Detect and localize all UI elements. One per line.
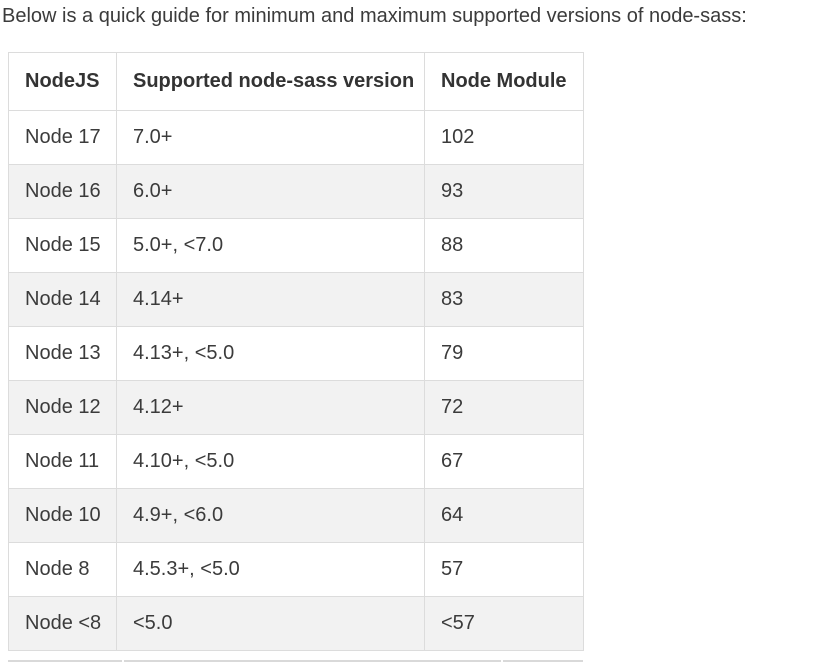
cell-nodejs: Node 13 <box>8 326 117 381</box>
table-row: Node 17 7.0+ 102 <box>8 110 584 165</box>
table-row: Node 13 4.13+, <5.0 79 <box>8 326 584 381</box>
cell-supported-version: 4.12+ <box>116 380 425 435</box>
next-table-top-border-fragment <box>8 660 583 662</box>
cell-nodejs: Node 12 <box>8 380 117 435</box>
cell-supported-version: 7.0+ <box>116 110 425 165</box>
node-sass-compat-table: NodeJS Supported node-sass version Node … <box>8 52 584 651</box>
cell-nodejs: Node 15 <box>8 218 117 273</box>
cell-node-module: 67 <box>424 434 584 489</box>
column-header-node-module: Node Module <box>424 52 584 111</box>
cell-node-module: 64 <box>424 488 584 543</box>
cell-nodejs: Node 14 <box>8 272 117 327</box>
cell-supported-version: 4.5.3+, <5.0 <box>116 542 425 597</box>
cell-nodejs: Node 11 <box>8 434 117 489</box>
table-header-row: NodeJS Supported node-sass version Node … <box>8 52 584 111</box>
cell-supported-version: 4.9+, <6.0 <box>116 488 425 543</box>
table-row: Node 14 4.14+ 83 <box>8 272 584 327</box>
cell-nodejs: Node <8 <box>8 596 117 651</box>
table-row: Node 16 6.0+ 93 <box>8 164 584 219</box>
table-row: Node <8 <5.0 <57 <box>8 596 584 651</box>
next-table-border-segment <box>124 660 501 662</box>
cell-supported-version: 4.13+, <5.0 <box>116 326 425 381</box>
cell-node-module: 93 <box>424 164 584 219</box>
cell-nodejs: Node 8 <box>8 542 117 597</box>
cell-nodejs: Node 16 <box>8 164 117 219</box>
column-header-nodejs: NodeJS <box>8 52 117 111</box>
cell-nodejs: Node 10 <box>8 488 117 543</box>
next-table-border-gap <box>122 660 124 662</box>
cell-node-module: 83 <box>424 272 584 327</box>
next-table-border-segment <box>8 660 122 662</box>
intro-paragraph: Below is a quick guide for minimum and m… <box>2 5 747 27</box>
cell-node-module: 57 <box>424 542 584 597</box>
cell-node-module: 72 <box>424 380 584 435</box>
cell-node-module: 79 <box>424 326 584 381</box>
column-header-supported-version: Supported node-sass version <box>116 52 425 111</box>
table-row: Node 10 4.9+, <6.0 64 <box>8 488 584 543</box>
cell-node-module: <57 <box>424 596 584 651</box>
cell-supported-version: <5.0 <box>116 596 425 651</box>
cell-supported-version: 5.0+, <7.0 <box>116 218 425 273</box>
table-row: Node 12 4.12+ 72 <box>8 380 584 435</box>
cell-supported-version: 4.14+ <box>116 272 425 327</box>
table-row: Node 8 4.5.3+, <5.0 57 <box>8 542 584 597</box>
next-table-border-segment <box>503 660 583 662</box>
cell-node-module: 88 <box>424 218 584 273</box>
table-row: Node 15 5.0+, <7.0 88 <box>8 218 584 273</box>
table-row: Node 11 4.10+, <5.0 67 <box>8 434 584 489</box>
cell-node-module: 102 <box>424 110 584 165</box>
cell-supported-version: 6.0+ <box>116 164 425 219</box>
next-table-border-gap <box>501 660 503 662</box>
cell-supported-version: 4.10+, <5.0 <box>116 434 425 489</box>
cell-nodejs: Node 17 <box>8 110 117 165</box>
